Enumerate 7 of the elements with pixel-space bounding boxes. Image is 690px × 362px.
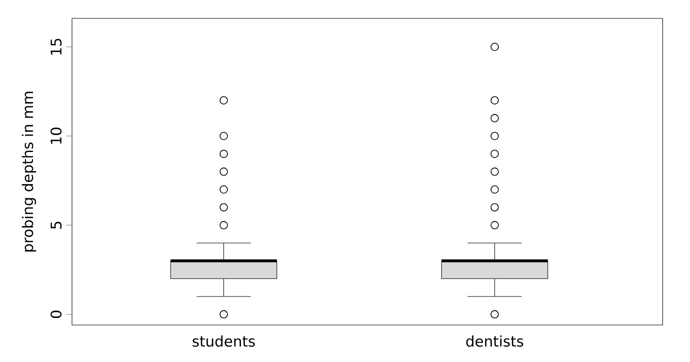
y-tick-label: 15 [50, 38, 62, 55]
y-tick-label: 0 [50, 310, 62, 318]
y-tick-label: 10 [50, 128, 62, 144]
y-axis-title: probing depths in mm [22, 92, 36, 252]
x-tick-label: students [192, 335, 255, 347]
x-tick-label: dentists [466, 335, 524, 347]
y-tick-label: 5 [50, 222, 62, 229]
